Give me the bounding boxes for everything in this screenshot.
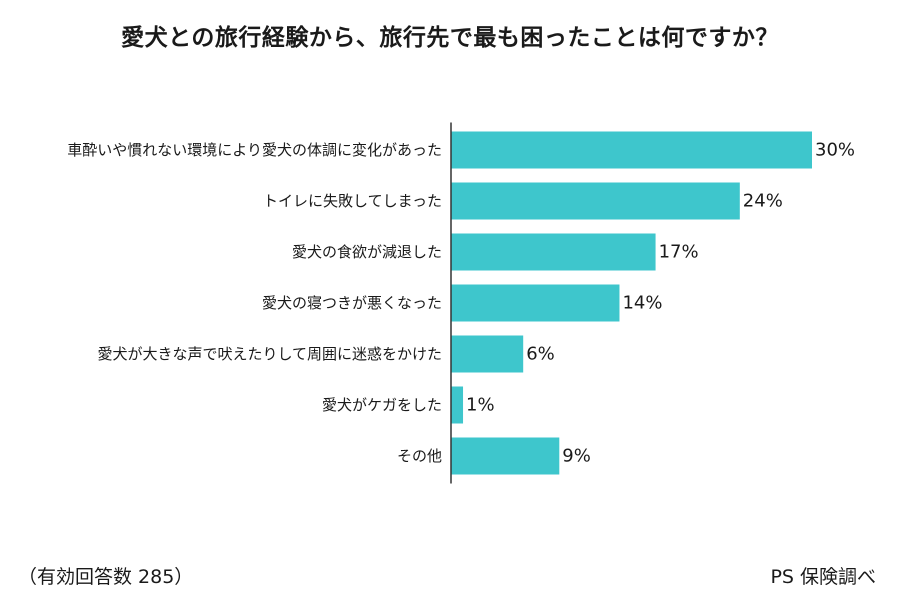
category-label: 車酔いや慣れない環境により愛犬の体調に変化があった — [67, 141, 442, 159]
source-note: PS 保険調べ — [770, 566, 876, 588]
category-label: その他 — [397, 447, 442, 465]
bar — [451, 386, 464, 424]
value-label: 24% — [743, 191, 783, 212]
category-label: 愛犬の食欲が減退した — [292, 243, 442, 261]
value-label: 6% — [526, 344, 555, 365]
category-label: トイレに失敗してしまった — [263, 192, 442, 210]
value-label: 17% — [659, 242, 699, 263]
value-label: 14% — [622, 293, 662, 314]
category-label: 愛犬がケガをした — [322, 396, 442, 414]
chart-title: 愛犬との旅行経験から、旅行先で最も困ったことは何ですか？ — [121, 25, 779, 51]
bar — [451, 437, 560, 475]
category-label: 愛犬の寝つきが悪くなった — [262, 294, 442, 312]
category-label: 愛犬が大きな声で吠えたりして周囲に迷惑をかけた — [97, 345, 442, 363]
value-label: 9% — [562, 446, 591, 467]
bar — [451, 131, 812, 169]
value-label: 30% — [815, 140, 855, 161]
bar — [451, 284, 620, 322]
respondents-note: （有効回答数 285） — [18, 566, 194, 588]
bar — [451, 182, 740, 220]
bar — [451, 335, 524, 373]
bar — [451, 233, 656, 271]
value-label: 1% — [466, 395, 495, 416]
